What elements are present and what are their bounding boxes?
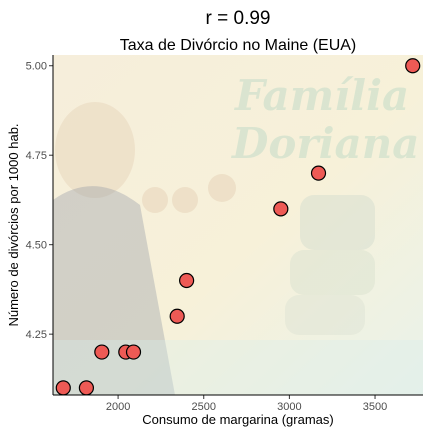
data-points [55, 58, 421, 396]
data-point [405, 58, 421, 74]
background-text-line-1: Família [234, 71, 409, 120]
y-tick-label: 4.50 [26, 240, 47, 252]
background-text-line-2: Doriana [231, 119, 419, 168]
data-point [55, 380, 71, 396]
y-axis-ticks: 4.25 4.50 4.75 5.00 [26, 61, 53, 341]
y-axis-title: Número de divórcios por 1000 hab. [6, 123, 21, 326]
data-point [169, 308, 185, 324]
x-axis-ticks: 2000 2500 3000 3500 [106, 395, 387, 413]
y-tick-label: 5.00 [26, 61, 47, 73]
data-point [125, 344, 142, 360]
y-tick-label: 4.75 [26, 150, 47, 162]
data-point [78, 380, 95, 396]
x-tick-label: 2000 [106, 401, 130, 413]
x-tick-label: 3000 [277, 401, 301, 413]
data-point [94, 344, 110, 360]
data-point [310, 165, 327, 181]
y-tick-label: 4.25 [26, 329, 47, 341]
x-tick-label: 3500 [363, 401, 387, 413]
chart-title: r = 0.99 [206, 8, 271, 29]
data-point [179, 272, 195, 289]
x-tick-label: 2500 [191, 401, 215, 413]
data-point [273, 201, 289, 217]
plot-background: Família Doriana [53, 55, 423, 395]
chart-subtitle: Taxa de Divórcio no Maine (EUA) [120, 37, 357, 54]
x-axis-title: Consumo de margarina (gramas) [142, 412, 333, 427]
